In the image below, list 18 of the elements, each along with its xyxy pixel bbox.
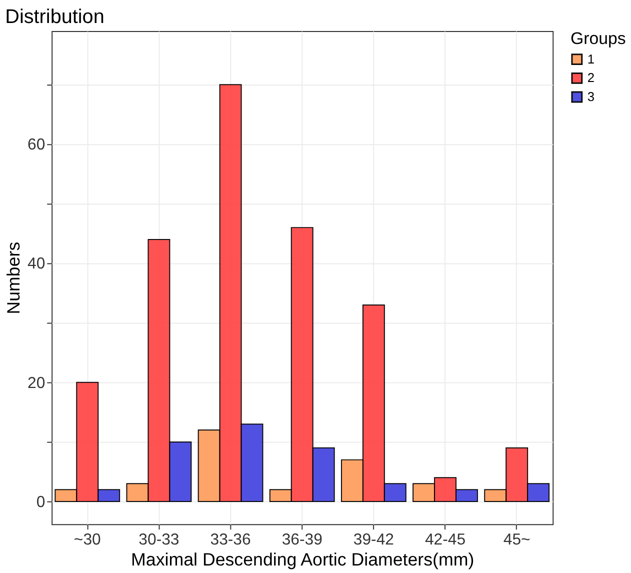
y-tick-label: 60 xyxy=(28,136,46,154)
y-tick-label: 20 xyxy=(28,374,46,392)
x-tick-label: 36-39 xyxy=(282,531,323,548)
y-axis-title: Numbers xyxy=(4,242,24,314)
x-tick-label: 30-33 xyxy=(138,531,180,548)
y-tick-label: 40 xyxy=(28,256,46,273)
chart-title: Distribution xyxy=(5,6,104,28)
x-tick-label: 39-42 xyxy=(353,531,394,548)
legend-label: 3 xyxy=(587,88,595,104)
x-tick-label: ~30 xyxy=(74,531,102,548)
x-axis-title: Maximal Descending Aortic Diameters(mm) xyxy=(131,549,474,570)
x-tick-label: 42-45 xyxy=(424,531,466,548)
x-tick-label: 45~ xyxy=(503,531,530,548)
legend-title: Groups xyxy=(570,28,626,48)
y-tick-label: 0 xyxy=(36,494,46,511)
legend-label: 2 xyxy=(587,70,595,86)
x-tick-label: 33-36 xyxy=(210,531,251,548)
legend-label: 1 xyxy=(587,51,595,66)
